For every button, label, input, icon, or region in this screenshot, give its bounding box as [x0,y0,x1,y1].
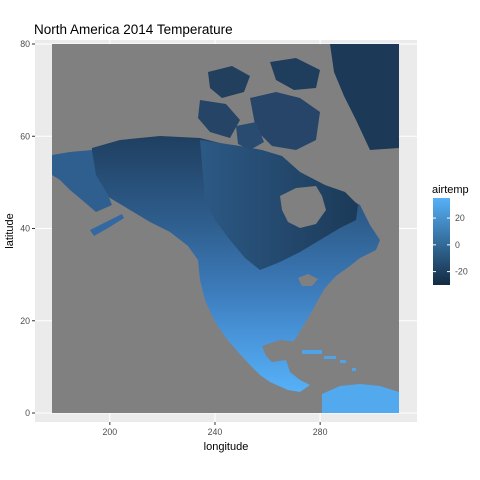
y-tick-label: 20 [20,316,30,326]
y-axis-title: latitude [4,213,16,248]
legend-tick-label: -20 [455,267,468,277]
y-tick-label: 60 [20,131,30,141]
gulf-of-mexico [262,340,308,362]
x-tick-label: 280 [313,427,328,437]
x-tick-label: 200 [102,427,117,437]
great-lakes [298,274,318,286]
x-tick-label: 240 [208,427,223,437]
legend-tick-label: 20 [455,213,465,223]
map-layer [52,44,399,413]
caribbean-islands [302,350,356,371]
land-canada-east [200,140,358,270]
legend-colorbar [433,198,450,285]
chart-title: North America 2014 Temperature [34,22,233,37]
hudson-bay [280,186,326,228]
y-tick-label: 0 [25,408,30,418]
arctic-archipelago [198,44,399,150]
aleutian-strip [90,214,124,236]
y-tick-label: 80 [20,39,30,49]
land-south-america [322,384,399,413]
legend-tick-label: 0 [455,240,460,250]
legend-ticks: 20 0 -20 [433,213,468,277]
legend-title: airtemp [432,184,469,196]
land-alaska [52,150,112,212]
x-axis-title: longitude [204,441,249,453]
axes: 200 240 280 0 20 40 60 80 [20,39,327,437]
y-tick-label: 40 [20,224,30,234]
